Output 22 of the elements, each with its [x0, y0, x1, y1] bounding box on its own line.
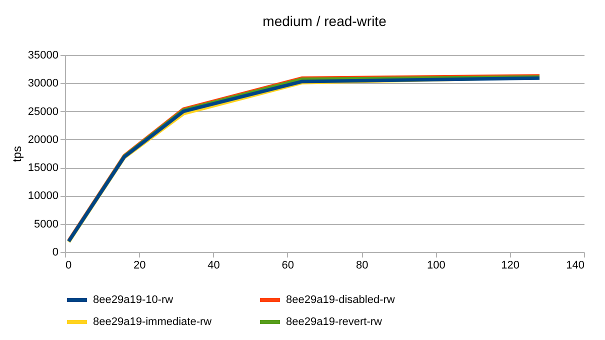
chart-title: medium / read-write [262, 13, 387, 29]
y-tick-label: 5000 [34, 218, 58, 230]
y-tick-label: 10000 [28, 190, 58, 202]
y-tick-label: 15000 [28, 162, 58, 174]
y-tick-label: 20000 [28, 134, 58, 146]
x-tick-label: 120 [501, 260, 520, 272]
x-tick-label: 100 [427, 260, 446, 272]
legend-label: 8ee29a19-immediate-rw [93, 316, 212, 328]
x-tick-label: 60 [282, 260, 294, 272]
y-axis-title: tps [10, 146, 24, 162]
x-tick-label: 140 [566, 260, 584, 272]
y-tick-label: 25000 [28, 106, 58, 118]
y-tick-label: 35000 [28, 50, 58, 62]
legend-label: 8ee29a19-revert-rw [286, 316, 382, 328]
x-tick-label: 20 [134, 260, 146, 272]
x-tick-label: 0 [66, 260, 72, 272]
x-tick-label: 80 [356, 260, 368, 272]
legend-label: 8ee29a19-10-rw [93, 294, 174, 306]
y-tick-label: 30000 [28, 78, 58, 90]
x-tick-label: 40 [208, 260, 220, 272]
legend-label: 8ee29a19-disabled-rw [286, 294, 395, 306]
y-tick-label: 0 [52, 246, 58, 258]
